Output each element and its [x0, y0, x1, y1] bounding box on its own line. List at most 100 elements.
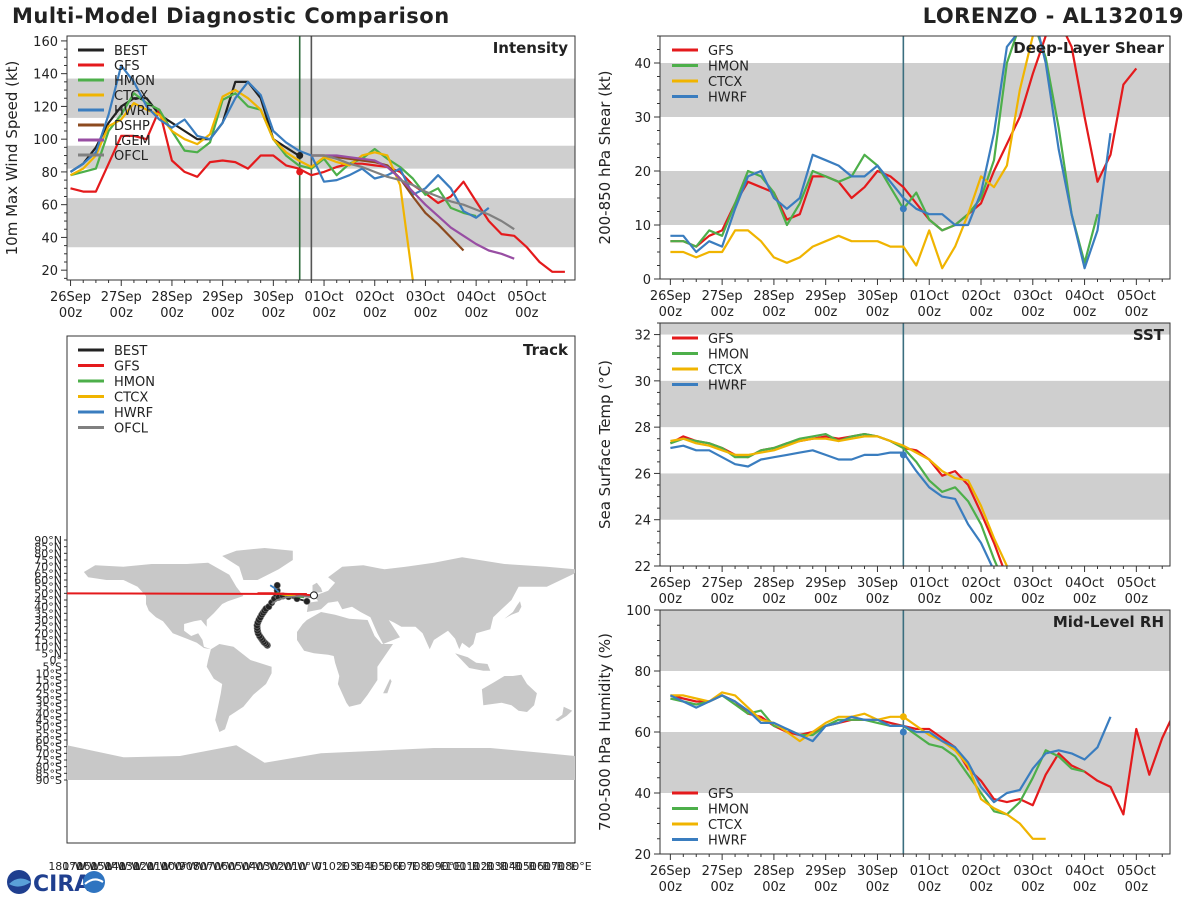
intensity-ytick-label: 40 [41, 231, 58, 246]
rh-ytick-label: 80 [634, 665, 651, 680]
track-lat-label: 80°N [34, 547, 62, 560]
track-lat-label: 0° [50, 654, 63, 667]
shear-title: Deep-Layer Shear [1013, 39, 1164, 57]
sst-xtick-hour: 00z [1125, 592, 1149, 607]
track-lat-label: 55°S [36, 727, 62, 740]
shear-legend-label-ctcx: CTCX [708, 75, 742, 90]
track-lat-label: 50°N [34, 587, 62, 600]
intensity-xtick-date: 02Oct [355, 290, 394, 305]
track-lat-label: 65°N [34, 567, 62, 580]
intensity-legend-label-lgem: LGEM [114, 134, 151, 149]
intensity-xtick-date: 01Oct [305, 290, 344, 305]
shear-xtick-date: 01Oct [910, 289, 949, 304]
sst-xtick-date: 29Sep [805, 576, 846, 591]
sst-xtick-date: 01Oct [910, 576, 949, 591]
track-lat-label: 15°N [34, 634, 62, 647]
intensity-ytick-label: 80 [41, 166, 58, 181]
track-lon-label: 180°W [48, 860, 85, 873]
intensity-xtick-hour: 00z [110, 306, 134, 321]
intensity-xtick-hour: 00z [312, 306, 336, 321]
track-lat-label: 85°N [34, 541, 62, 554]
shear-xtick-date: 02Oct [961, 289, 1000, 304]
track-lon-label: 80°W [193, 860, 223, 873]
shear-xtick-date: 27Sep [702, 289, 743, 304]
intensity-marker-1 [296, 152, 304, 160]
track-lon-label: 130°W [119, 860, 156, 873]
track-legend-label-hmon: HMON [114, 375, 155, 390]
shear-xtick-hour: 00z [866, 305, 890, 320]
land-south-america [206, 644, 272, 732]
track-lat-label: 55°N [34, 581, 62, 594]
track-line-gfs-extent [66, 592, 307, 595]
shear-xtick-date: 04Oct [1065, 289, 1104, 304]
sst-xtick-date: 02Oct [961, 576, 1000, 591]
sst-frame [659, 322, 1171, 567]
rh-xtick-hour: 00z [918, 880, 942, 895]
track-lat-label: 35°S [36, 701, 62, 714]
track-lon-label: 10°E [322, 860, 348, 873]
track-map: 90°N85°N80°N75°N70°N65°N60°N55°N50°N45°N… [34, 335, 592, 873]
sst-ytick-label: 30 [634, 375, 651, 390]
rh-xtick-date: 27Sep [702, 864, 743, 879]
track-lon-label: 170°E [544, 860, 577, 873]
track-lat-label: 5°S [43, 661, 62, 674]
track-lat-label: 20°N [34, 627, 62, 640]
shear-xtick-date: 28Sep [753, 289, 794, 304]
intensity-series-dshp [311, 154, 465, 252]
intensity-legend-label-dshp: DSHP [114, 119, 150, 134]
shear-xtick-hour: 00z [1021, 305, 1045, 320]
track-lon-label: 150°W [91, 860, 128, 873]
track-lon-label: 70°W [207, 860, 237, 873]
sst-legend-label-gfs: GFS [708, 332, 734, 347]
land-antarctica [67, 745, 575, 780]
track-title: Track [523, 341, 569, 359]
track-lat-label: 40°S [36, 707, 62, 720]
sst-plot-area [660, 323, 1170, 566]
shear-xtick-hour: 00z [918, 305, 942, 320]
rh-ylabel: 700-500 hPa Humidity (%) [596, 633, 614, 831]
sst-series-hwrf [670, 444, 994, 566]
sst-xtick-hour: 00z [866, 592, 890, 607]
shear-chart: 01020304026Sep00z27Sep00z28Sep00z29Sep00… [596, 35, 1171, 320]
shear-legend-label-hmon: HMON [708, 60, 749, 75]
intensity-series-ofcl [311, 154, 515, 231]
track-lon-label: 40°W [249, 860, 279, 873]
rh-legend-label-hmon: HMON [708, 803, 749, 818]
land-australia [481, 674, 537, 712]
intensity-xtick-date: 26Sep [50, 290, 91, 305]
track-lat-label: 90°N [34, 534, 62, 547]
track-lat-label: 80°S [36, 761, 62, 774]
track-legend-label-hwrf: HWRF [114, 406, 153, 421]
rh-title: Mid-Level RH [1053, 613, 1164, 631]
intensity-ylabel: 10m Max Wind Speed (kt) [3, 61, 21, 256]
sst-xtick-date: 26Sep [650, 576, 691, 591]
shear-series-hmon [670, 36, 1099, 264]
rh-xtick-hour: 00z [1021, 880, 1045, 895]
track-legend-label-ofcl: OFCL [114, 422, 149, 437]
intensity-plot-area [67, 36, 575, 280]
track-lon-label: 20°W [278, 860, 308, 873]
rh-xtick-hour: 00z [969, 880, 993, 895]
track-lat-label: 45°N [34, 594, 62, 607]
intensity-xtick-date: 04Oct [457, 290, 496, 305]
shear-legend-label-gfs: GFS [708, 44, 734, 59]
land-greenland [222, 548, 293, 580]
shear-series-gfs [670, 36, 1138, 248]
rh-legend-label-hwrf: HWRF [708, 834, 747, 849]
sst-ylabel: Sea Surface Temp (°C) [596, 360, 614, 529]
intensity-chart: 2040608010012014016026Sep00z27Sep00z28Se… [3, 35, 576, 321]
track-lon-label: 160°E [530, 860, 563, 873]
shear-band-1 [660, 63, 1170, 117]
shear-xtick-hour: 00z [762, 305, 786, 320]
shear-xtick-date: 03Oct [1013, 289, 1052, 304]
track-lon-label: 30°E [350, 860, 376, 873]
rh-xtick-hour: 00z [659, 880, 683, 895]
intensity-xtick-hour: 00z [59, 306, 83, 321]
track-lat-label: 60°S [36, 734, 62, 747]
track-lat-label: 10°N [34, 641, 62, 654]
track-lon-label: 150°E [516, 860, 549, 873]
shear-ytick-label: 20 [634, 165, 651, 180]
sst-ytick-label: 22 [634, 560, 651, 575]
track-lon-label: 100°E [445, 860, 478, 873]
